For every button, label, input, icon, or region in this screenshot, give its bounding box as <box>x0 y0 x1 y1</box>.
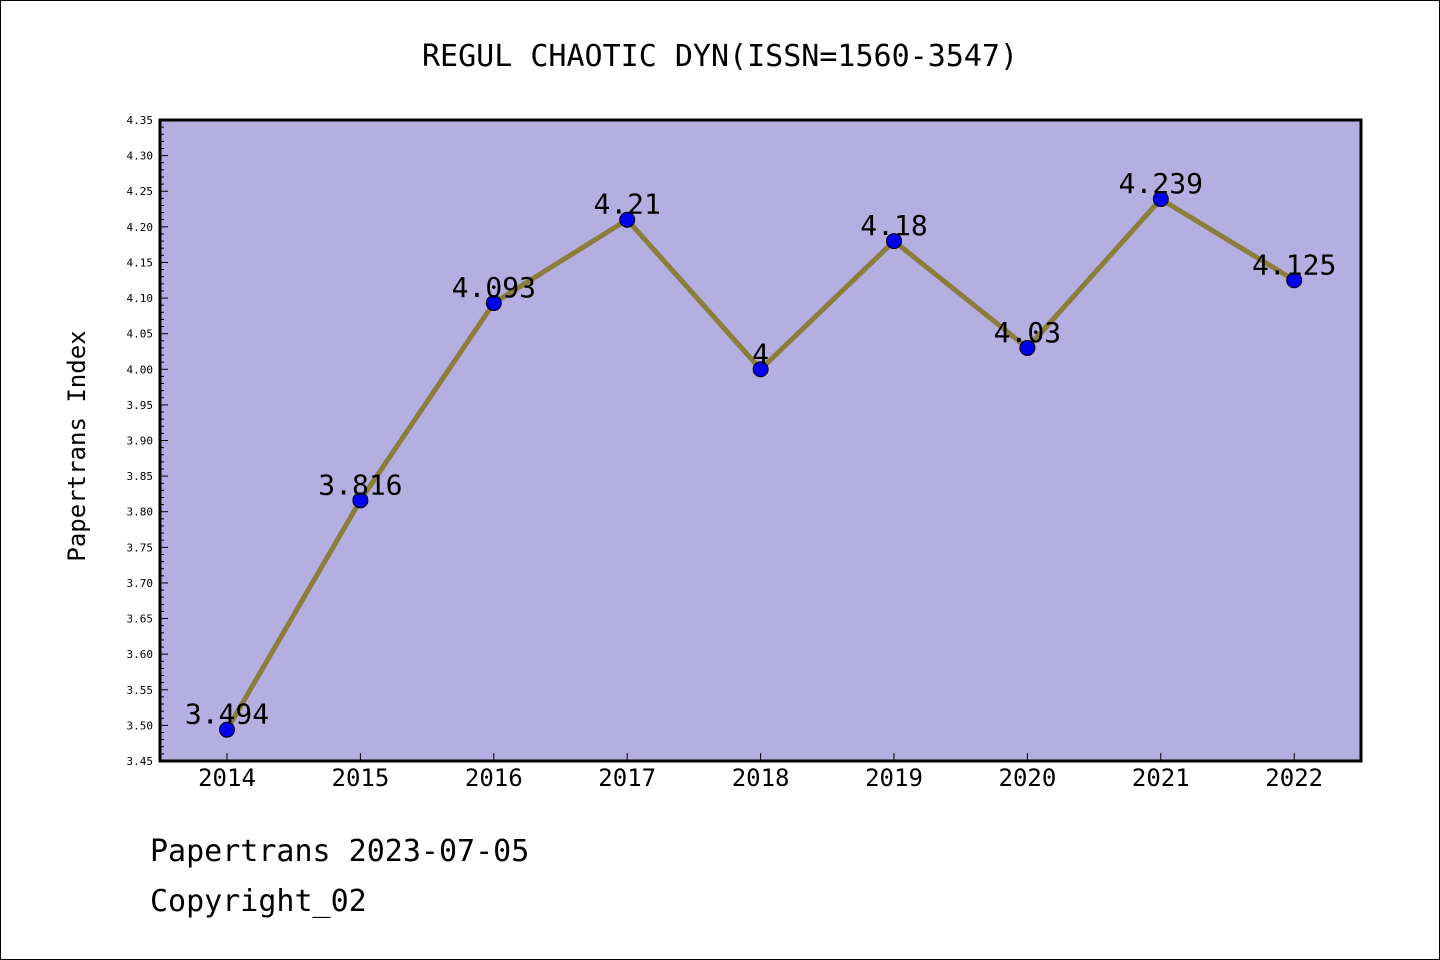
y-tick-label: 4.25 <box>127 185 154 198</box>
footer-copyright: Copyright_02 <box>150 884 367 919</box>
data-label: 3.816 <box>318 468 402 501</box>
data-label: 4 <box>752 337 769 370</box>
data-point <box>1019 339 1036 356</box>
data-label: 4.21 <box>593 188 660 221</box>
y-tick-label: 3.60 <box>127 648 154 661</box>
x-tick-label: 2022 <box>1265 764 1323 792</box>
y-tick-label: 3.65 <box>127 613 154 626</box>
x-tick-label: 2017 <box>598 764 656 792</box>
data-point <box>1286 272 1303 289</box>
x-tick-label: 2015 <box>332 764 390 792</box>
data-point <box>752 361 769 378</box>
data-point <box>619 211 636 228</box>
data-label: 4.03 <box>994 316 1061 349</box>
y-tick-label: 3.85 <box>127 470 154 483</box>
y-tick-label: 3.90 <box>127 435 154 448</box>
x-axis: 2014 2015 2016 2017 2018 2019 2020 2021 2022 <box>198 753 1323 792</box>
data-series <box>219 191 1303 738</box>
data-label: 4.239 <box>1119 167 1203 200</box>
y-tick-label: 4.30 <box>127 150 154 163</box>
y-tick-label: 4.35 <box>127 114 154 127</box>
x-tick-label: 2021 <box>1132 764 1190 792</box>
x-tick-label: 2018 <box>732 764 790 792</box>
y-tick-label: 3.45 <box>127 755 154 768</box>
y-tick-label: 4.00 <box>127 363 154 376</box>
data-label: 4.18 <box>860 209 927 242</box>
data-point <box>886 233 902 250</box>
y-axis-label: Papertrans Index <box>63 330 91 561</box>
y-tick-label: 3.80 <box>127 506 154 519</box>
y-tick-label: 3.95 <box>127 399 154 412</box>
data-point <box>352 492 369 509</box>
y-tick-label: 4.05 <box>127 328 154 341</box>
data-point <box>219 721 235 738</box>
y-tick-label: 4.10 <box>127 292 154 305</box>
x-tick-label: 2014 <box>198 764 256 792</box>
x-tick-label: 2020 <box>999 764 1057 792</box>
plot-area <box>158 118 1363 763</box>
y-tick-label: 3.50 <box>127 719 154 732</box>
data-label: 3.494 <box>185 698 269 731</box>
y-tick-label: 3.55 <box>127 684 154 697</box>
footer-date: Papertrans 2023-07-05 <box>150 834 530 869</box>
y-tick-label: 4.20 <box>127 221 154 234</box>
data-label: 4.093 <box>452 271 536 304</box>
x-tick-label: 2019 <box>865 764 923 792</box>
data-point <box>1152 191 1169 208</box>
y-axis: 3.45 3.50 3.55 3.60 3.65 3.70 3.75 3.80 3.85 3.90… <box>127 114 168 768</box>
x-tick-label: 2016 <box>465 764 523 792</box>
data-point <box>485 295 502 312</box>
y-tick-label: 4.15 <box>127 256 154 269</box>
data-label: 4.125 <box>1252 248 1336 281</box>
data-labels: 3.494 3.816 4.093 4.21 4 4.18 4.03 4.239 4.125 <box>185 167 1336 731</box>
chart-title: REGUL CHAOTIC DYN(ISSN=1560-3547) <box>422 39 1018 74</box>
y-tick-label: 3.70 <box>127 577 154 590</box>
y-tick-label: 3.75 <box>127 541 154 554</box>
